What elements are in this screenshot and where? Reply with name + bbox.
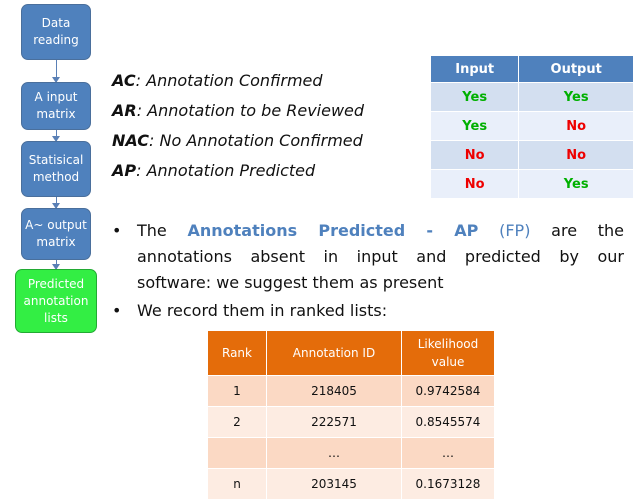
- input-cell: No: [429, 140, 520, 170]
- table-row: No Yes: [429, 169, 634, 199]
- table-header-row: Input Output: [429, 55, 634, 83]
- header-input: Input: [429, 55, 520, 83]
- output-cell: Yes: [518, 82, 634, 112]
- likelihood-cell: 0.9742584: [401, 375, 495, 407]
- bullet-item: • The Annotations Predicted - AP (FP) ar…: [112, 218, 624, 296]
- flow-step-statistical-method: Statisical method: [21, 141, 91, 197]
- definition-text: : Annotation Predicted: [136, 161, 316, 180]
- annotation-id-cell: 218405: [266, 375, 402, 407]
- flow-step-line: A input: [34, 90, 78, 104]
- rank-cell: 2: [207, 406, 267, 438]
- flow-step-line: Statisical: [28, 153, 84, 167]
- table-row: Yes Yes: [429, 82, 634, 112]
- table-row: … …: [207, 437, 495, 469]
- definition-text: : Annotation Confirmed: [135, 71, 323, 90]
- definition-ar: AR: Annotation to be Reviewed: [112, 96, 364, 126]
- ranked-list-table: Rank Annotation ID Likelihood value 1 21…: [207, 330, 495, 500]
- flow-step-output-matrix: A~ output matrix: [21, 208, 91, 260]
- bullet-dot: •: [112, 221, 122, 240]
- definition-text: : Annotation to be Reviewed: [136, 101, 365, 120]
- header-output: Output: [518, 55, 634, 83]
- rank-cell: [207, 437, 267, 469]
- definition-abbr: AC: [112, 71, 136, 90]
- definition-abbr: NAC: [112, 131, 150, 150]
- bullet-line: annotations absent in input and predicte…: [137, 247, 624, 266]
- flow-step-line: matrix: [36, 235, 76, 249]
- flow-step-line: lists: [44, 310, 68, 325]
- header-rank: Rank: [207, 330, 267, 376]
- flow-step-input-matrix: A input matrix: [21, 82, 91, 130]
- definition-text: : No Annotation Confirmed: [149, 131, 363, 150]
- output-cell: No: [518, 111, 634, 141]
- annotation-id-cell: …: [266, 437, 402, 469]
- likelihood-cell: 0.8545574: [401, 406, 495, 438]
- bullet-paren: (FP): [499, 221, 531, 240]
- definition-abbr: AP: [112, 161, 137, 180]
- header-annotation-id: Annotation ID: [266, 330, 402, 376]
- flow-arrow: [52, 60, 60, 83]
- rank-cell: 1: [207, 375, 267, 407]
- definition-ac: AC: Annotation Confirmed: [112, 66, 364, 96]
- input-output-table: Input Output Yes Yes Yes No No No No Yes: [429, 55, 634, 199]
- bullet-highlight: Annotations Predicted - AP: [187, 221, 479, 240]
- table-row: Yes No: [429, 111, 634, 141]
- bullet-line: The Annotations Predicted - AP (FP) are …: [137, 218, 624, 244]
- flow-step-line: reading: [33, 33, 79, 47]
- flow-step-line: A~ output: [25, 218, 87, 232]
- definition-abbr: AR: [112, 101, 137, 120]
- header-likelihood: Likelihood value: [401, 330, 495, 376]
- input-cell: No: [429, 169, 520, 199]
- likelihood-cell: 0.1673128: [401, 468, 495, 500]
- bullet-item: • We record them in ranked lists:: [112, 298, 624, 324]
- rank-cell: n: [207, 468, 267, 500]
- bullet-list: • The Annotations Predicted - AP (FP) ar…: [112, 218, 624, 324]
- definitions-list: AC: Annotation Confirmed AR: Annotation …: [112, 66, 364, 186]
- flow-step-line: Data: [41, 16, 71, 30]
- flow-step-line: annotation: [23, 293, 89, 308]
- bullet-rest: are the: [551, 221, 625, 240]
- table-row: 2 222571 0.8545574: [207, 406, 495, 438]
- definition-ap: AP: Annotation Predicted: [112, 156, 364, 186]
- flow-step-line: matrix: [36, 107, 76, 121]
- table-row: n 203145 0.1673128: [207, 468, 495, 500]
- annotation-id-cell: 222571: [266, 406, 402, 438]
- bullet-dot: •: [112, 301, 122, 320]
- bullet-line: We record them in ranked lists:: [137, 301, 388, 320]
- bullet-line: software: we suggest them as present: [137, 273, 444, 292]
- flow-arrow: [52, 197, 60, 209]
- definition-nac: NAC: No Annotation Confirmed: [112, 126, 364, 156]
- table-row: 1 218405 0.9742584: [207, 375, 495, 407]
- flow-step-data-reading: Data reading: [21, 4, 91, 60]
- input-cell: Yes: [429, 82, 520, 112]
- flow-arrow: [52, 130, 60, 142]
- output-cell: No: [518, 140, 634, 170]
- likelihood-cell: …: [401, 437, 495, 469]
- bullet-prefix: The: [137, 221, 167, 240]
- input-cell: Yes: [429, 111, 520, 141]
- flow-arrow: [52, 260, 60, 270]
- table-header-row: Rank Annotation ID Likelihood value: [207, 330, 495, 376]
- flow-step-predicted-lists: Predicted annotation lists: [15, 269, 97, 333]
- output-cell: Yes: [518, 169, 634, 199]
- table-row: No No: [429, 140, 634, 170]
- annotation-id-cell: 203145: [266, 468, 402, 500]
- flow-step-line: Predicted: [27, 276, 85, 291]
- flow-step-line: method: [32, 170, 80, 184]
